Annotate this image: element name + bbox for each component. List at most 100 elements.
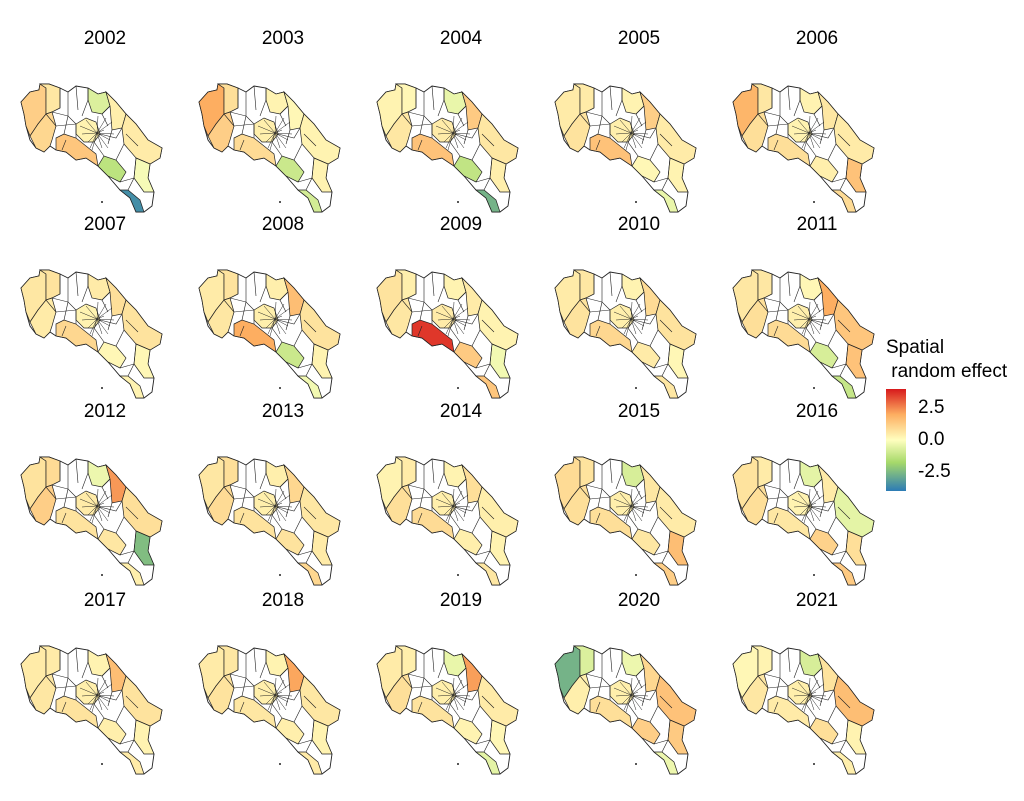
canton-border bbox=[635, 667, 645, 677]
central-canton-border bbox=[808, 488, 811, 507]
canton-border bbox=[229, 297, 247, 303]
central-canton-border bbox=[452, 694, 471, 697]
region-caribbean bbox=[299, 299, 341, 351]
region-caribbean bbox=[299, 113, 341, 165]
canton-border bbox=[579, 486, 591, 500]
legend-colorbar bbox=[886, 389, 906, 491]
canton-border bbox=[837, 133, 851, 147]
canton-border bbox=[253, 271, 257, 297]
canton-border bbox=[303, 133, 317, 147]
canton-border bbox=[93, 327, 105, 343]
central-canton-border bbox=[801, 505, 810, 522]
canton-border bbox=[757, 113, 769, 127]
canton-border bbox=[223, 486, 235, 500]
central-canton-border bbox=[441, 492, 454, 507]
canton-border bbox=[259, 88, 267, 117]
canton-border bbox=[303, 506, 317, 520]
canton-border bbox=[229, 673, 247, 679]
central-canton-border bbox=[630, 132, 649, 135]
central-canton-border bbox=[435, 125, 454, 134]
canton-border bbox=[471, 516, 481, 534]
panel-year-label: 2008 bbox=[261, 214, 305, 235]
map-panel-2011: 2011 bbox=[728, 214, 906, 399]
canton-border bbox=[811, 127, 835, 139]
canton-border bbox=[259, 274, 267, 303]
canton-border bbox=[285, 129, 291, 145]
canton-border bbox=[635, 478, 645, 488]
region-guanacaste bbox=[394, 83, 417, 115]
central-canton-border bbox=[274, 494, 291, 507]
canton-border bbox=[483, 739, 491, 753]
central-canton-border bbox=[613, 498, 632, 507]
map-panel-2007: 2007 bbox=[16, 214, 194, 399]
canton-border bbox=[75, 85, 79, 111]
region-guanacaste bbox=[38, 456, 61, 488]
central-canton-border bbox=[803, 132, 810, 151]
central-canton-border bbox=[808, 677, 811, 696]
central-canton-border bbox=[619, 119, 632, 134]
region-caribbean bbox=[121, 486, 163, 538]
canton-border bbox=[615, 274, 623, 303]
canton-border bbox=[75, 647, 79, 673]
panel-year-label: 2005 bbox=[617, 28, 661, 49]
canton-border bbox=[277, 500, 301, 512]
central-canton-border bbox=[630, 679, 641, 696]
region-guanacaste bbox=[572, 456, 595, 488]
canton-border bbox=[579, 299, 591, 313]
map-panel-2021: 2021 bbox=[728, 590, 906, 775]
central-canton-border bbox=[801, 132, 810, 149]
canton-border bbox=[661, 363, 669, 377]
canton-border bbox=[407, 111, 425, 117]
central-canton-border bbox=[630, 132, 645, 141]
canton-border bbox=[431, 271, 435, 297]
central-canton-border bbox=[441, 305, 454, 320]
central-canton-border bbox=[630, 318, 645, 327]
central-canton-border bbox=[452, 132, 471, 135]
central-canton-border bbox=[274, 490, 285, 507]
canton-border bbox=[61, 512, 67, 524]
canton-border bbox=[457, 291, 467, 301]
region-caribbean bbox=[477, 675, 519, 727]
panel-year-label: 2019 bbox=[439, 590, 483, 611]
central-canton-border bbox=[793, 318, 810, 321]
canton-border bbox=[839, 550, 847, 564]
canton-border bbox=[51, 673, 69, 679]
canton-border bbox=[293, 705, 303, 723]
central-canton-border bbox=[437, 505, 454, 508]
canton-border bbox=[419, 488, 425, 508]
central-canton-border bbox=[85, 492, 98, 507]
panel-year-label: 2021 bbox=[795, 590, 839, 611]
island-marker bbox=[457, 574, 459, 576]
central-canton-border bbox=[89, 505, 98, 522]
central-canton-border bbox=[274, 121, 291, 134]
canton-border bbox=[45, 675, 57, 689]
map-panel-2002: 2002 bbox=[16, 28, 194, 213]
canton-border bbox=[61, 139, 67, 151]
canton-border bbox=[609, 458, 613, 484]
canton-border bbox=[609, 271, 613, 297]
canton-border bbox=[773, 325, 779, 337]
central-canton-border bbox=[274, 129, 283, 134]
canton-border bbox=[457, 667, 467, 677]
region-caribbean bbox=[655, 675, 697, 727]
canton-border bbox=[455, 313, 479, 325]
canton-border bbox=[627, 141, 639, 157]
canton-border bbox=[239, 325, 245, 337]
canton-border bbox=[811, 689, 835, 701]
central-canton-border bbox=[630, 505, 637, 522]
island-marker bbox=[635, 387, 637, 389]
region-guanacaste bbox=[572, 269, 595, 301]
central-canton-border bbox=[452, 117, 463, 134]
canton-border bbox=[819, 315, 825, 331]
canton-border bbox=[75, 271, 79, 297]
canton-border bbox=[305, 550, 313, 564]
canton-border bbox=[627, 703, 639, 719]
central-canton-border bbox=[797, 119, 810, 134]
region-caribbean bbox=[121, 113, 163, 165]
canton-border bbox=[649, 705, 659, 723]
canton-border bbox=[633, 313, 657, 325]
region-caribbean bbox=[477, 299, 519, 351]
island-marker bbox=[101, 387, 103, 389]
canton-border bbox=[285, 315, 291, 331]
region-nicoya bbox=[563, 673, 591, 715]
